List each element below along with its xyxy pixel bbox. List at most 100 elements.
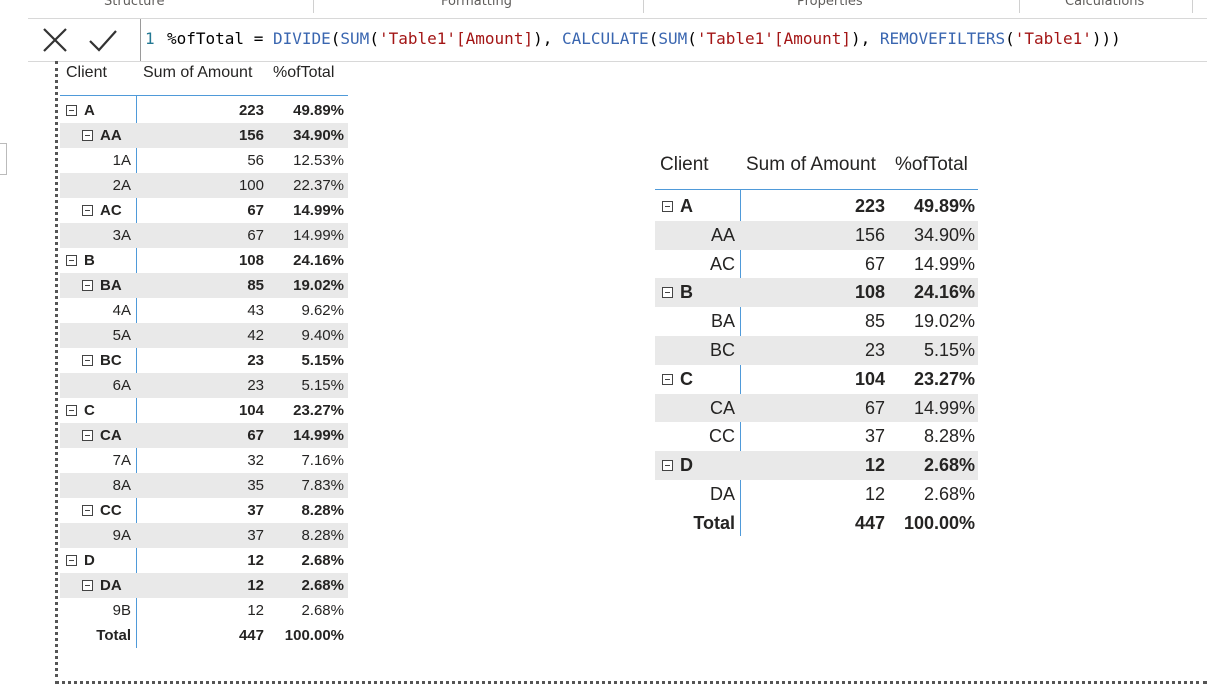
sum-of-amount-cell: 37: [864, 426, 885, 447]
table-row[interactable]: 4A 43 9.62%: [60, 298, 348, 323]
ribbon-separator: [643, 0, 644, 13]
total-row[interactable]: Total 447 100.00%: [60, 623, 348, 648]
table-row[interactable]: 7A 32 7.16%: [60, 448, 348, 473]
cancel-icon[interactable]: [40, 25, 70, 55]
table-row[interactable]: CA 67 14.99%: [655, 393, 978, 423]
collapse-toggle-icon[interactable]: [82, 130, 93, 141]
table-row[interactable]: 8A 35 7.83%: [60, 473, 348, 498]
column-header-sum-of-amount[interactable]: Sum of Amount: [143, 64, 253, 81]
collapse-toggle-icon[interactable]: [662, 460, 673, 472]
row-label: 5A: [112, 327, 131, 344]
table-row[interactable]: CC 37 8.28%: [655, 422, 978, 451]
table-row[interactable]: A 223 49.89%: [60, 98, 348, 123]
table-row[interactable]: BA 85 19.02%: [655, 307, 978, 336]
pane-edge-marker: [0, 143, 7, 175]
pct-of-total-cell: 9.62%: [301, 302, 344, 319]
table-row[interactable]: B 108 24.16%: [60, 248, 348, 273]
sum-of-amount-cell: 67: [247, 227, 264, 244]
row-label: AA: [100, 127, 122, 144]
sum-of-amount-cell: 23: [864, 340, 885, 360]
sum-of-amount-cell: 23: [247, 377, 264, 394]
collapse-toggle-icon[interactable]: [82, 430, 93, 441]
table-row[interactable]: DA 12 2.68%: [60, 573, 348, 598]
collapse-toggle-icon[interactable]: [82, 205, 93, 216]
table-row[interactable]: CA 67 14.99%: [60, 423, 348, 448]
sum-of-amount-cell: 37: [247, 502, 264, 519]
sum-of-amount-cell: 56: [247, 152, 264, 169]
column-header-sum-of-amount[interactable]: Sum of Amount: [746, 154, 876, 175]
collapse-toggle-icon[interactable]: [66, 555, 77, 566]
collapse-toggle-icon[interactable]: [82, 580, 93, 591]
table-row[interactable]: 9B 12 2.68%: [60, 598, 348, 623]
column-header-client[interactable]: Client: [660, 154, 709, 175]
ribbon-tab-calculations[interactable]: Calculations: [1065, 0, 1145, 9]
row-label: AA: [710, 224, 735, 245]
table-row[interactable]: DA 12 2.68%: [655, 480, 978, 509]
line-number: 1: [145, 29, 155, 48]
collapse-toggle-icon[interactable]: [662, 373, 673, 385]
table-row[interactable]: B 108 24.16%: [655, 278, 978, 308]
collapse-toggle-icon[interactable]: [82, 505, 93, 516]
table-row[interactable]: 3A 67 14.99%: [60, 223, 348, 248]
column-header-pct-of-total[interactable]: %ofTotal: [895, 154, 968, 175]
ribbon-tab-structure[interactable]: Structure: [104, 0, 165, 9]
table-row[interactable]: 5A 42 9.40%: [60, 323, 348, 348]
table-row[interactable]: D 12 2.68%: [655, 451, 978, 480]
pct-of-total-cell: 12.53%: [293, 152, 344, 169]
collapse-toggle-icon[interactable]: [662, 287, 673, 299]
table-row[interactable]: AA 156 34.90%: [60, 123, 348, 148]
sum-of-amount-cell: 12: [247, 602, 264, 619]
total-row[interactable]: Total 447 100.00%: [655, 509, 978, 538]
formula-token: ))): [1091, 29, 1121, 48]
ribbon-tab-formatting[interactable]: Formatting: [441, 0, 513, 9]
table-row[interactable]: 2A 100 22.37%: [60, 173, 348, 198]
table-row[interactable]: 6A 23 5.15%: [60, 373, 348, 398]
formula-text[interactable]: %ofTotal = DIVIDE(SUM('Table1'[Amount]),…: [167, 29, 1121, 48]
formula-token: 'Table1'[Amount]: [696, 29, 851, 48]
commit-check-icon[interactable]: [88, 25, 118, 55]
ribbon-tab-properties[interactable]: Properties: [797, 0, 863, 9]
row-label: AC: [709, 253, 735, 274]
sum-of-amount-cell: 12: [247, 577, 264, 594]
table-row[interactable]: AA 156 34.90%: [655, 220, 978, 250]
pct-of-total-cell: 14.99%: [913, 253, 975, 274]
collapse-toggle-icon[interactable]: [662, 200, 673, 212]
matrix-visual-right[interactable]: Client Sum of Amount %ofTotal A 223 49.89%…: [655, 150, 980, 540]
table-row[interactable]: BC 23 5.15%: [655, 336, 978, 365]
formula-editor[interactable]: 1 %ofTotal = DIVIDE(SUM('Table1'[Amount]…: [140, 19, 1207, 61]
table-row[interactable]: 1A 56 12.53%: [60, 148, 348, 173]
table-row[interactable]: BC 23 5.15%: [60, 348, 348, 373]
collapse-toggle-icon[interactable]: [82, 280, 93, 291]
row-label: D: [680, 455, 693, 476]
sum-of-amount-cell: 104: [854, 368, 885, 389]
column-header-client[interactable]: Client: [66, 64, 107, 81]
table-row[interactable]: 9A 37 8.28%: [60, 523, 348, 548]
row-label: BA: [710, 311, 735, 332]
formula-token: (: [687, 29, 697, 48]
collapse-toggle-icon[interactable]: [66, 405, 77, 416]
row-label: C: [680, 368, 693, 389]
table-row[interactable]: CC 37 8.28%: [60, 498, 348, 523]
sum-of-amount-cell: 37: [247, 527, 264, 544]
matrix-visual-left[interactable]: Client Sum of Amount %ofTotal A 223 49.89%…: [60, 62, 350, 652]
collapse-toggle-icon[interactable]: [66, 255, 77, 266]
sum-of-amount-cell: 67: [247, 427, 264, 444]
sum-of-amount-cell: 447: [854, 512, 885, 533]
table-row[interactable]: AC 67 14.99%: [60, 198, 348, 223]
collapse-toggle-icon[interactable]: [82, 355, 93, 366]
table-row[interactable]: A 223 49.89%: [655, 192, 978, 221]
formula-token: SUM: [340, 29, 370, 48]
row-label: 8A: [112, 477, 131, 494]
pct-of-total-cell: 23.27%: [913, 368, 975, 389]
column-header-pct-of-total[interactable]: %ofTotal: [273, 64, 335, 81]
row-label: 6A: [112, 377, 131, 394]
row-label: DA: [709, 484, 735, 504]
table-row[interactable]: BA 85 19.02%: [60, 273, 348, 298]
sum-of-amount-cell: 12: [864, 484, 885, 504]
table-row[interactable]: AC 67 14.99%: [655, 250, 978, 279]
table-row[interactable]: C 104 23.27%: [60, 398, 348, 423]
table-row[interactable]: C 104 23.27%: [655, 365, 978, 394]
table-row[interactable]: D 12 2.68%: [60, 548, 348, 573]
sum-of-amount-cell: 12: [864, 455, 885, 476]
collapse-toggle-icon[interactable]: [66, 105, 77, 116]
